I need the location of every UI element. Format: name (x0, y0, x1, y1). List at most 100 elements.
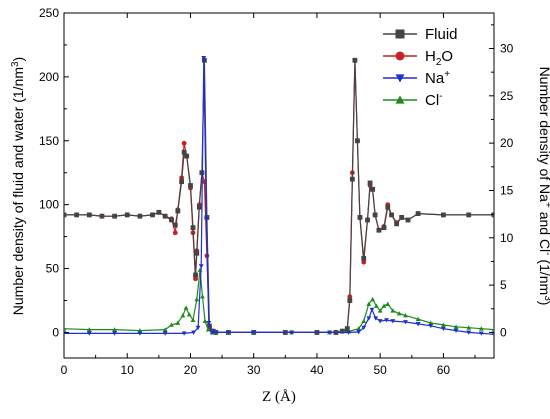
y-right-tick-label: 5 (500, 278, 507, 292)
x-axis-title: Z (Å) (262, 389, 296, 405)
data-point-fluid (156, 209, 162, 215)
data-point-fluid (150, 212, 155, 218)
data-point-na (466, 330, 472, 335)
y-left-tick-label: 250 (39, 6, 59, 20)
y-right-tick-label: 20 (500, 136, 514, 150)
data-point-h2o (172, 230, 178, 236)
x-tick-label: 60 (437, 363, 451, 377)
data-point-na (428, 323, 434, 329)
x-tick-label: 10 (121, 363, 135, 377)
data-point-na (369, 307, 375, 313)
data-point-cl (183, 305, 189, 310)
x-tick-label: 0 (61, 363, 68, 377)
data-point-fluid (349, 176, 355, 182)
data-point-na (361, 325, 367, 331)
data-point-na (415, 322, 421, 327)
data-point-fluid (179, 179, 185, 185)
data-point-fluid (347, 298, 353, 303)
y-right-tick-label: 10 (500, 231, 514, 245)
data-point-fluid (99, 213, 105, 219)
data-point-fluid (194, 250, 200, 256)
data-point-fluid (190, 225, 196, 231)
data-point-cl (428, 320, 434, 325)
legend-item-cl: Cl- (383, 91, 443, 109)
data-point-cl (190, 317, 196, 323)
y-right-tick-label: 0 (500, 325, 507, 339)
y-axis-left-title-sup: 3 (10, 61, 21, 67)
data-point-na (203, 216, 209, 222)
data-point-fluid (389, 212, 394, 218)
data-point-fluid (112, 213, 117, 219)
data-point-na (403, 320, 408, 325)
data-point-fluid (357, 215, 363, 220)
data-point-na (86, 331, 92, 336)
data-point-fluid (64, 212, 67, 218)
y-left-tick-label: 50 (46, 262, 60, 276)
legend-swatch-marker (395, 74, 405, 83)
legend-label: Cl- (425, 91, 443, 109)
data-point-na (112, 331, 117, 336)
data-point-fluid (415, 211, 421, 217)
data-point-na (209, 330, 215, 335)
data-point-na (195, 325, 201, 331)
data-point-na (206, 321, 212, 326)
x-tick-label: 40 (310, 363, 324, 377)
data-point-fluid (169, 217, 174, 223)
data-point-na (327, 330, 332, 335)
data-point-na (491, 332, 494, 337)
data-point-fluid (399, 215, 405, 220)
y-axis-left-title: Number density of fluid and water (1/nm3… (10, 57, 26, 315)
data-point-fluid (86, 212, 92, 218)
data-point-cl (112, 327, 117, 332)
legend-label: H2O (425, 48, 453, 68)
data-point-fluid (466, 212, 472, 218)
data-point-cl (415, 316, 421, 322)
series-na (64, 56, 494, 337)
data-point-cl (373, 303, 379, 308)
data-point-fluid (385, 204, 391, 210)
y-axis-right-title: Number density of Na+ and Cl- (1/nm3) (537, 67, 550, 306)
data-point-cl (453, 324, 459, 329)
legend-item-na: Na+ (383, 69, 450, 87)
data-point-cl (180, 313, 186, 318)
data-point-cl (194, 296, 200, 302)
legend-item-h2o: H2O (383, 48, 453, 68)
data-point-na (226, 330, 231, 335)
data-point-na (289, 330, 295, 335)
data-point-cl (169, 322, 174, 327)
y-left-tick-label: 100 (39, 198, 59, 212)
data-point-fluid (355, 138, 360, 144)
data-point-fluid (361, 255, 367, 261)
data-point-fluid (124, 212, 130, 218)
y-left-tick-label: 200 (39, 70, 59, 84)
data-point-fluid (175, 208, 181, 214)
data-point-fluid (137, 213, 143, 219)
data-point-fluid (74, 212, 80, 218)
y-right-tick-label: 25 (500, 89, 514, 103)
y-left-tick-label: 0 (52, 325, 59, 339)
data-point-na (346, 330, 351, 335)
legend-item-fluid: Fluid (383, 26, 458, 43)
data-point-na (453, 328, 459, 333)
x-tick-label: 30 (247, 363, 261, 377)
data-point-fluid (184, 153, 190, 159)
data-point-h2o (361, 259, 367, 265)
data-point-na (181, 331, 187, 336)
data-point-cl (478, 326, 484, 331)
data-point-fluid (367, 180, 373, 186)
series-layer (64, 56, 494, 337)
data-point-fluid (162, 213, 168, 219)
data-point-na (137, 331, 143, 336)
data-point-cl (186, 312, 192, 317)
data-point-fluid (370, 186, 375, 192)
data-point-cl (86, 327, 92, 332)
legend-swatch-marker (395, 29, 405, 39)
data-point-na (390, 319, 396, 324)
data-point-na (162, 331, 168, 336)
data-point-cl (390, 308, 396, 313)
y-left-tick-label: 150 (39, 134, 59, 148)
data-point-cl (162, 327, 168, 332)
data-point-fluid (172, 222, 178, 228)
